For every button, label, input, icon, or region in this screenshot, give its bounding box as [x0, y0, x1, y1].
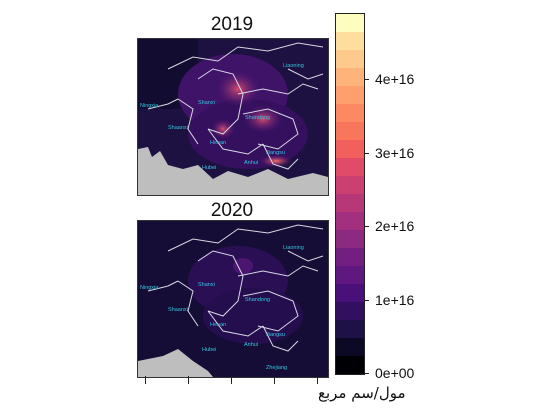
map-panel-2019: Liaoning Shanxi Ningxia Shaanxi Henan Sh… — [137, 38, 329, 196]
label-anhui: Anhui — [244, 160, 258, 166]
label-liaoning: Liaoning — [283, 63, 304, 69]
colorbar-tick-mark — [364, 79, 369, 81]
province-labels-2020: Liaoning Shanxi Ningxia Shaanxi Henan Sh… — [140, 245, 304, 371]
map-title-2019: 2019 — [210, 14, 254, 35]
label-shaanxi: Shaanxi — [168, 307, 188, 313]
label-zhejiang: Zhejiang — [266, 365, 287, 371]
label-shandong: Shandong — [245, 297, 270, 303]
label-hubei: Hubei — [202, 165, 216, 171]
map-svg-2019: Liaoning Shanxi Ningxia Shaanxi Henan Sh… — [138, 39, 328, 195]
label-hubei: Hubei — [202, 347, 216, 353]
label-jiangsu: Jiangsu — [266, 150, 285, 156]
x-axis-tick — [188, 376, 189, 384]
label-shaanxi: Shaanxi — [168, 125, 188, 131]
label-jiangsu: Jiangsu — [266, 332, 285, 338]
colorbar-unit-label: مول/سم مربع — [318, 384, 406, 402]
label-shandong: Shandong — [245, 115, 270, 121]
colorbar-tick-mark — [364, 299, 369, 301]
map-panel-2020: Liaoning Shanxi Ningxia Shaanxi Henan Sh… — [137, 220, 329, 378]
emission-region-central — [203, 288, 303, 344]
colorbar-tick-mark — [364, 152, 369, 154]
colorbar-tick-label: 0e+00 — [375, 365, 415, 381]
label-anhui: Anhui — [244, 342, 258, 348]
label-liaoning: Liaoning — [283, 245, 304, 251]
label-henan: Henan — [210, 140, 226, 146]
map-x-axis — [137, 376, 329, 386]
x-axis-tick — [317, 376, 318, 384]
province-borders — [147, 224, 324, 352]
province-labels-2019: Liaoning Shanxi Ningxia Shaanxi Henan Sh… — [140, 63, 304, 171]
map-title-2020: 2020 — [210, 200, 254, 221]
colorbar-tick-mark — [364, 226, 369, 228]
province-borders — [147, 42, 324, 170]
label-ningxia: Ningxia — [140, 285, 159, 291]
hotspot-beijing — [233, 258, 253, 274]
colorbar-tick-mark — [364, 373, 369, 374]
colorbar-tick-label: 2e+16 — [375, 218, 415, 235]
colorbar-tick-label: 3e+16 — [375, 144, 415, 161]
label-shanxi: Shanxi — [198, 282, 215, 288]
hotspot-henan — [211, 119, 235, 139]
colorbar — [335, 13, 365, 375]
colorbar-tick-label: 4e+16 — [375, 71, 415, 88]
no-data-region — [138, 349, 213, 377]
colorbar-tick-label: 1e+16 — [375, 291, 415, 308]
hotspot-shanxi — [216, 71, 260, 107]
label-ningxia: Ningxia — [140, 103, 159, 109]
hotspot-yangtze — [260, 155, 292, 167]
label-shanxi: Shanxi — [198, 100, 215, 106]
x-axis-tick — [145, 376, 146, 384]
x-axis-tick — [231, 376, 232, 384]
no-data-region — [138, 147, 328, 195]
map-svg-2020: Liaoning Shanxi Ningxia Shaanxi Henan Sh… — [138, 221, 328, 377]
label-henan: Henan — [210, 322, 226, 328]
x-axis-tick — [274, 376, 275, 384]
